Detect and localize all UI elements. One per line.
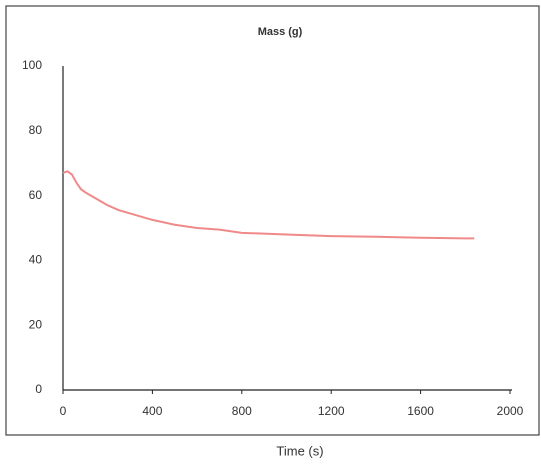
x-tick-label: 800 bbox=[232, 404, 252, 418]
data-line bbox=[62, 170, 475, 240]
x-tick-label: 0 bbox=[60, 404, 67, 418]
y-tick-label: 0 bbox=[35, 382, 42, 396]
y-tick-label: 20 bbox=[29, 317, 43, 331]
y-tick-label: 40 bbox=[29, 253, 43, 267]
y-tick-label: 80 bbox=[29, 123, 43, 137]
x-tick-label: 1600 bbox=[407, 404, 434, 418]
x-tick-label: 400 bbox=[142, 404, 162, 418]
x-axis-label: Time (s) bbox=[276, 443, 323, 458]
x-tick-label: 1200 bbox=[318, 404, 345, 418]
y-tick-label: 100 bbox=[22, 58, 42, 72]
chart-title: Mass (g) bbox=[258, 26, 303, 38]
x-tick-label: 2000 bbox=[497, 404, 524, 418]
chart-frame bbox=[5, 5, 540, 436]
y-tick-label: 60 bbox=[29, 188, 43, 202]
